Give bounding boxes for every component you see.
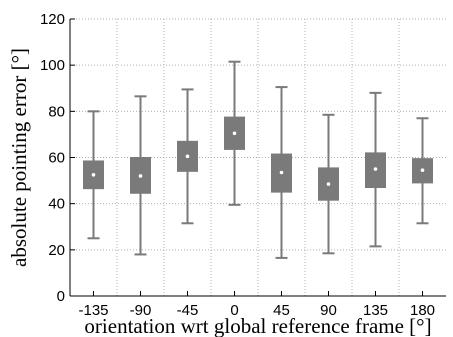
- x-axis-title: orientation wrt global reference frame […: [84, 314, 431, 337]
- mean-marker: [279, 170, 284, 175]
- mean-marker: [138, 174, 143, 178]
- box-180: [412, 117, 433, 296]
- x-tick-label: 90: [320, 302, 337, 319]
- y-tick-label: 80: [48, 103, 65, 120]
- x-tick-label: -135: [78, 302, 108, 319]
- box-0: [224, 60, 245, 296]
- box-135: [365, 91, 386, 296]
- x-tick-label: 135: [363, 302, 388, 319]
- mean-marker: [420, 168, 425, 172]
- box--135: [83, 110, 104, 296]
- mean-marker: [326, 182, 331, 186]
- x-tick-label: -90: [130, 302, 152, 319]
- mean-marker: [373, 167, 378, 171]
- y-tick-label: 60: [48, 150, 65, 167]
- box--90: [130, 95, 151, 296]
- axes: [69, 19, 446, 297]
- y-tick-labels: 0 20 40 60 80 100 120: [40, 11, 65, 305]
- y-tick-label: 0: [57, 288, 65, 305]
- box-series: [83, 60, 433, 296]
- x-tick-label: 0: [230, 302, 238, 319]
- mean-marker: [232, 131, 237, 136]
- box--45: [177, 88, 198, 296]
- x-tick-label: -45: [177, 302, 199, 319]
- box-90: [318, 113, 339, 296]
- y-tick-label: 120: [40, 11, 65, 28]
- grid-lines: [70, 18, 446, 297]
- y-tick-label: 20: [48, 242, 65, 259]
- y-axis-title: absolute pointing error [°]: [7, 48, 31, 267]
- mean-marker: [185, 154, 190, 159]
- y-tick-label: 40: [48, 196, 65, 213]
- x-tick-labels: -135 -90 -45 0 45 90 135 180: [78, 302, 435, 319]
- y-tick-label: 100: [40, 57, 65, 74]
- x-tick-label: 45: [273, 302, 290, 319]
- mean-marker: [91, 173, 96, 177]
- box-45: [271, 86, 292, 296]
- x-tick-label: 180: [410, 302, 435, 319]
